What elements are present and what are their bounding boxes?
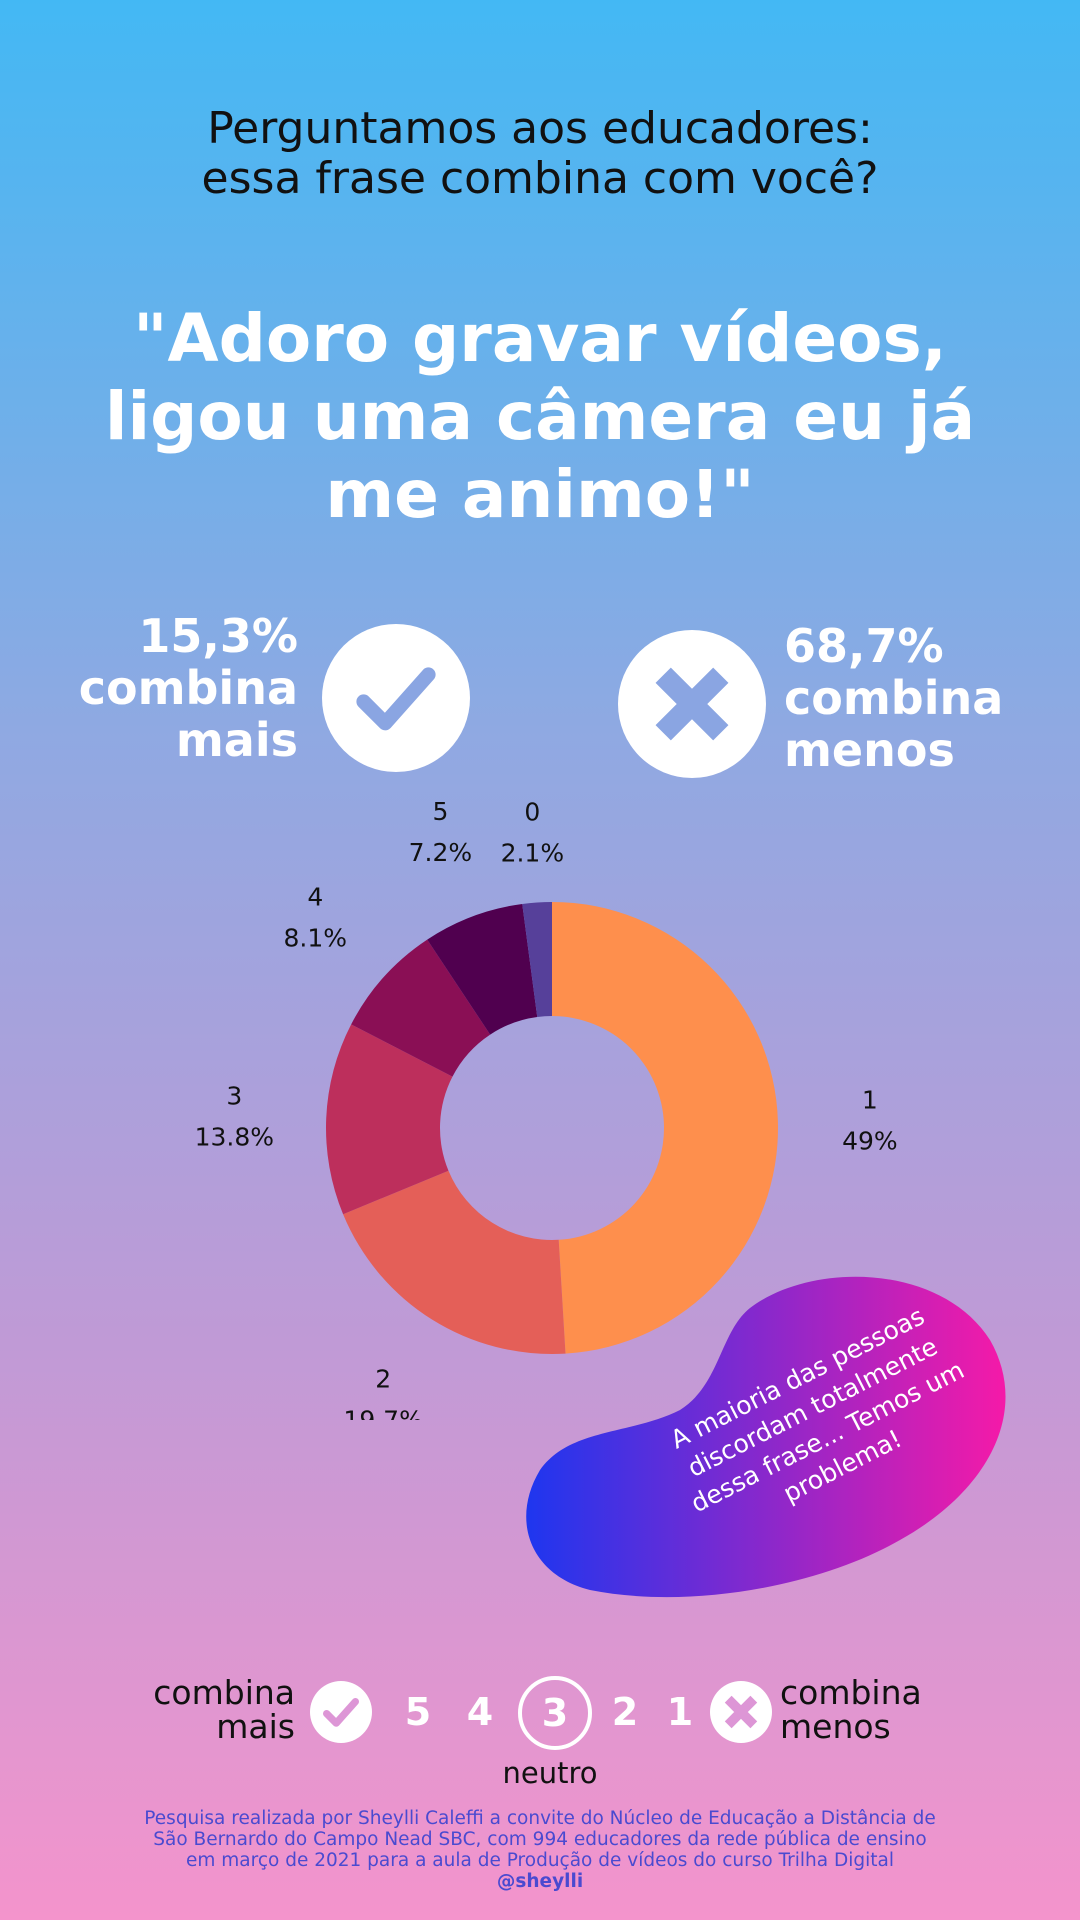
intro-question: Perguntamos aos educadores: essa frase c… bbox=[0, 104, 1080, 204]
donut-chart: 1 49% 2 19.7% 3 13.8% 4 8.1% 5 7.2% 0 2.1% bbox=[195, 797, 898, 1420]
stat-less-value: 68,7% bbox=[784, 619, 944, 673]
callout-blob bbox=[526, 1276, 1006, 1598]
footer-line-2: São Bernardo do Campo Nead SBC, com 994 … bbox=[153, 1829, 927, 1850]
slice-category-label-1: 1 bbox=[862, 1086, 878, 1115]
stat-more-label-1: combina bbox=[78, 661, 298, 715]
slice-category-label-0: 0 bbox=[524, 798, 540, 827]
scale-label-more: combina mais bbox=[153, 1676, 295, 1744]
author-handle[interactable]: @sheylli bbox=[496, 1871, 584, 1892]
donut-slice-5 bbox=[427, 903, 538, 1035]
slice-value-label-2: 19.7% bbox=[343, 1405, 422, 1420]
stat-more-value: 15,3% bbox=[138, 609, 298, 663]
stat-less-label-2: menos bbox=[784, 723, 955, 777]
scale-number-1: 1 bbox=[666, 1690, 694, 1734]
cross-icon bbox=[618, 630, 766, 778]
quote-statement: "Adoro gravar vídeos, ligou uma câmera e… bbox=[0, 300, 1080, 534]
scale-more-line-2: mais bbox=[216, 1707, 295, 1746]
scale-number-5: 5 bbox=[404, 1690, 432, 1734]
slice-category-label-2: 2 bbox=[375, 1364, 391, 1393]
donut-slice-2 bbox=[343, 1170, 566, 1354]
slice-value-label-1: 49% bbox=[842, 1127, 898, 1156]
stat-more-label-2: mais bbox=[175, 713, 298, 767]
slice-category-label-4: 4 bbox=[307, 883, 323, 912]
quote-line-3: me animo!" bbox=[325, 456, 755, 533]
stat-less-label-1: combina bbox=[784, 671, 1004, 725]
slice-value-label-5: 7.2% bbox=[409, 838, 473, 867]
slice-value-label-3: 13.8% bbox=[195, 1123, 274, 1152]
intro-line-2: essa frase combina com você? bbox=[201, 153, 879, 204]
slice-category-label-5: 5 bbox=[432, 797, 448, 826]
cross-icon bbox=[710, 1681, 772, 1743]
donut-slice-4 bbox=[351, 939, 491, 1077]
check-icon bbox=[322, 624, 470, 772]
check-icon bbox=[310, 1681, 372, 1743]
scale-less-line-1: combina bbox=[780, 1673, 922, 1712]
slice-value-label-0: 2.1% bbox=[501, 839, 565, 868]
stat-combina-menos: 68,7% combina menos bbox=[784, 620, 1003, 776]
footer-line-1: Pesquisa realizada por Sheylli Caleffi a… bbox=[144, 1808, 936, 1829]
scale-label-less: combina menos bbox=[780, 1676, 922, 1744]
scale-number-2: 2 bbox=[611, 1690, 639, 1734]
scale-neutral-label: neutro bbox=[502, 1756, 598, 1790]
footer-credits: Pesquisa realizada por Sheylli Caleffi a… bbox=[40, 1808, 1040, 1892]
scale-more-line-1: combina bbox=[153, 1673, 295, 1712]
slice-category-label-3: 3 bbox=[226, 1082, 242, 1111]
donut-slice-3 bbox=[326, 1024, 453, 1215]
donut-slice-1 bbox=[552, 902, 779, 1354]
footer-line-3: em março de 2021 para a aula de Produção… bbox=[40, 1850, 1040, 1892]
quote-line-2: ligou uma câmera eu já bbox=[104, 378, 976, 455]
stat-combina-mais: 15,3% combina mais bbox=[79, 610, 298, 766]
intro-line-1: Perguntamos aos educadores: bbox=[207, 103, 873, 154]
donut-slice-0 bbox=[522, 902, 552, 1017]
scale-less-line-2: menos bbox=[780, 1707, 891, 1746]
slice-value-label-4: 8.1% bbox=[284, 924, 348, 953]
footer-line-3-text: em março de 2021 para a aula de Produção… bbox=[186, 1850, 894, 1871]
scale-number-4: 4 bbox=[466, 1690, 494, 1734]
quote-line-1: "Adoro gravar vídeos, bbox=[133, 300, 947, 377]
scale-number-3-neutral: 3 bbox=[518, 1676, 592, 1750]
